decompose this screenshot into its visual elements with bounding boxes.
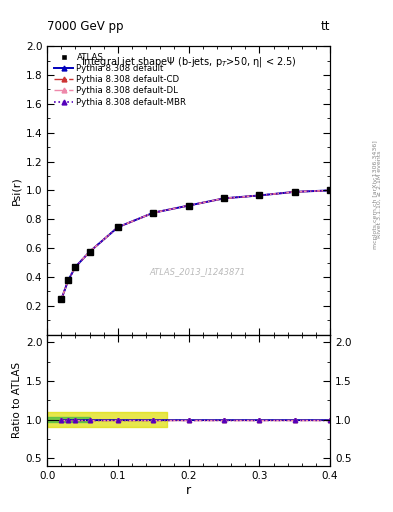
Text: mcplots.cern.ch [arXiv:1306.3436]: mcplots.cern.ch [arXiv:1306.3436] <box>373 140 378 249</box>
Text: tt: tt <box>321 20 330 33</box>
Text: 7000 GeV pp: 7000 GeV pp <box>47 20 124 33</box>
Text: Rivet 3.1.10, ≥ 2.1M events: Rivet 3.1.10, ≥ 2.1M events <box>377 151 382 238</box>
Legend: ATLAS, Pythia 8.308 default, Pythia 8.308 default-CD, Pythia 8.308 default-DL, P: ATLAS, Pythia 8.308 default, Pythia 8.30… <box>51 50 189 109</box>
X-axis label: r: r <box>186 483 191 497</box>
Text: ATLAS_2013_I1243871: ATLAS_2013_I1243871 <box>149 267 245 276</box>
Y-axis label: Psi(r): Psi(r) <box>11 176 22 205</box>
Y-axis label: Ratio to ATLAS: Ratio to ATLAS <box>11 362 22 438</box>
Text: Integral jet shapeΨ (b-jets, p$_T$>50, η| < 2.5): Integral jet shapeΨ (b-jets, p$_T$>50, η… <box>81 55 297 69</box>
